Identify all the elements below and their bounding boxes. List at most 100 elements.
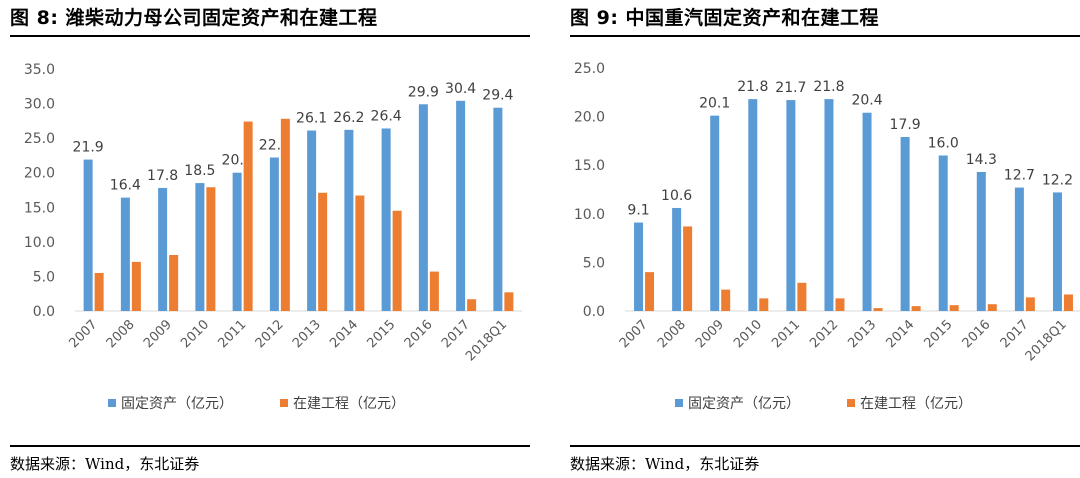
bar-data-label: 18.5 [184, 163, 215, 179]
bar-fixed-assets [672, 207, 682, 311]
y-tick-label: 35.0 [24, 62, 55, 78]
bar-construction-in-progress [1063, 294, 1073, 311]
bar-construction-in-progress [243, 121, 253, 311]
bar-fixed-assets [269, 157, 279, 311]
bar-data-label: 14.3 [966, 152, 997, 168]
y-tick-label: 20.0 [574, 110, 605, 126]
bar-construction-in-progress [355, 195, 365, 311]
chart-panel-sinotruk: 图 9: 中国重汽固定资产和在建工程 0.0 5.0 10.0 15.0 20.0 25.… [570, 0, 1080, 478]
bar-construction-in-progress [797, 282, 807, 311]
x-tick-label: 2018Q1 [463, 317, 510, 364]
x-tick-label: 2009 [141, 317, 175, 351]
bar-data-label: 29.9 [408, 84, 439, 100]
bar-construction-in-progress [392, 210, 402, 311]
bar-fixed-assets [900, 137, 910, 311]
x-tick-label: 2010 [731, 317, 765, 351]
bar-construction-in-progress [987, 304, 997, 311]
bar-fixed-assets [158, 187, 168, 311]
data-source-note: 数据来源：Wind，东北证券 [570, 455, 760, 473]
bar-fixed-assets [1014, 187, 1024, 311]
bar-data-label: 16.4 [110, 178, 141, 194]
y-tick-label: 5.0 [583, 255, 605, 271]
bar-data-label: 29.4 [482, 88, 513, 104]
y-tick-label: 0.0 [583, 304, 605, 320]
bar-fixed-assets [634, 222, 644, 311]
x-tick-label: 2013 [290, 317, 324, 351]
legend-swatch-fixed-assets [675, 399, 683, 407]
bar-data-label: 26.2 [333, 110, 364, 126]
bar-construction-in-progress [429, 271, 439, 311]
y-tick-label: 10.0 [574, 207, 605, 223]
x-tick-label: 2011 [769, 317, 803, 351]
x-tick-label: 2009 [693, 317, 727, 351]
x-tick-label: 2017 [998, 317, 1032, 351]
x-tick-label: 2012 [253, 317, 287, 351]
y-tick-label: 15.0 [24, 200, 55, 216]
bar-construction-in-progress [280, 118, 290, 311]
bar-construction-in-progress [94, 272, 104, 311]
x-tick-label: 2015 [922, 317, 956, 351]
bar-fixed-assets [824, 99, 834, 311]
bar-construction-in-progress [911, 306, 921, 311]
x-tick-label: 2014 [327, 317, 361, 351]
x-tick-label: 2011 [215, 317, 249, 351]
bar-fixed-assets [120, 197, 130, 311]
y-tick-label: 5.0 [33, 269, 55, 285]
bar-fixed-assets [418, 104, 428, 312]
bar-fixed-assets [862, 112, 872, 311]
x-tick-label: 2018Q1 [1023, 317, 1070, 364]
bar-data-label: 21.9 [73, 140, 104, 156]
legend-swatch-construction [847, 399, 855, 407]
data-source-note: 数据来源：Wind，东北证券 [10, 455, 200, 473]
bar-fixed-assets [1052, 192, 1062, 311]
bar-fixed-assets [232, 172, 242, 311]
bar-fixed-assets [83, 159, 93, 311]
bar-construction-in-progress [504, 292, 514, 311]
x-tick-label: 2017 [439, 317, 473, 351]
y-tick-label: 25.0 [24, 131, 55, 147]
bar-fixed-assets [938, 155, 948, 311]
bar-data-label: 9.1 [627, 203, 649, 219]
x-tick-label: 2016 [960, 317, 994, 351]
bar-chart-sinotruk: 0.0 5.0 10.0 15.0 20.0 25.0 9.1 2007 10.6 2008 20.… [574, 61, 1080, 412]
bar-construction-in-progress [206, 187, 216, 311]
bar-construction-in-progress [683, 226, 693, 311]
y-tick-label: 0.0 [33, 304, 55, 320]
bar-fixed-assets [344, 129, 354, 311]
bar-data-label: 21.7 [775, 80, 806, 96]
bar-construction-in-progress [645, 272, 655, 311]
bar-data-label: 20.1 [699, 96, 730, 112]
x-tick-label: 2014 [883, 317, 917, 351]
bar-data-label: 20.4 [851, 93, 882, 109]
x-tick-label: 2015 [364, 317, 398, 351]
bar-construction-in-progress [721, 289, 731, 311]
bar-data-label: 21.8 [737, 79, 768, 95]
chart-title: 图 8: 潍柴动力母公司固定资产和在建工程 [10, 7, 378, 29]
bar-construction-in-progress [1025, 297, 1035, 311]
x-tick-label: 2007 [617, 317, 651, 351]
source-rule [570, 445, 1080, 447]
title-rule [10, 35, 530, 37]
bar-data-label: 30.4 [445, 81, 476, 97]
bar-fixed-assets [307, 130, 317, 311]
x-tick-label: 2008 [655, 317, 689, 351]
bar-chart-weichai: 0.0 5.0 10.0 15.0 20.0 25.0 30.0 35.0 21.9 2007 16… [24, 62, 522, 412]
x-tick-label: 2010 [178, 317, 212, 351]
bar-construction-in-progress [949, 305, 959, 311]
legend-label-construction: 在建工程（亿元） [293, 396, 405, 412]
bar-data-label: 12.7 [1004, 168, 1035, 184]
bar-data-label: 26.1 [296, 111, 327, 127]
legend-label-fixed-assets: 固定资产（亿元） [121, 396, 233, 412]
bar-construction-in-progress [467, 299, 477, 311]
bar-fixed-assets [456, 100, 466, 311]
bar-fixed-assets [381, 128, 391, 311]
bar-fixed-assets [748, 99, 758, 311]
legend-swatch-construction [280, 399, 288, 407]
bar-construction-in-progress [759, 298, 769, 311]
x-tick-label: 2007 [66, 317, 100, 351]
source-rule [10, 445, 530, 447]
bar-fixed-assets [786, 100, 796, 311]
bar-fixed-assets [710, 115, 720, 312]
legend-swatch-fixed-assets [108, 399, 116, 407]
bar-data-label: 10.6 [661, 188, 692, 204]
